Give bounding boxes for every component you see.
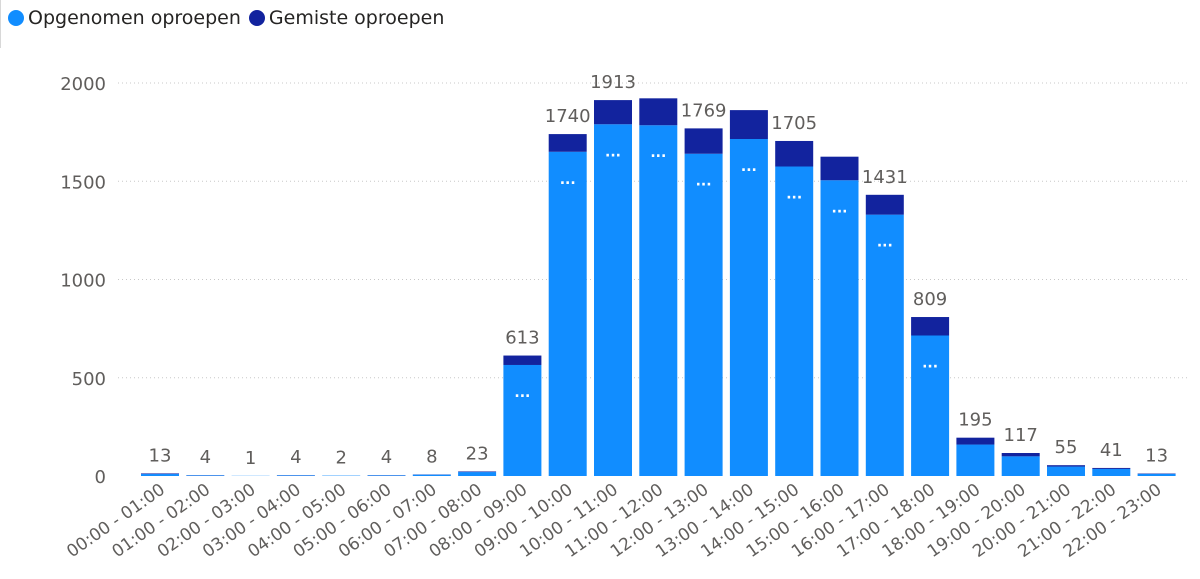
bar-gemiste (775, 140, 814, 167)
data-label-total: 13 (149, 445, 172, 466)
data-label-inner: ... (786, 187, 802, 203)
bar-gemiste (1092, 467, 1131, 469)
legend-swatch-opgenomen (8, 10, 24, 26)
bar-gemiste (503, 355, 542, 365)
bar-gemiste (820, 156, 859, 181)
bar-gemiste (684, 128, 723, 154)
bar-opgenomen (865, 214, 904, 476)
data-label-total: 2 (335, 448, 346, 469)
bar-gemiste (141, 473, 179, 475)
data-label-inner: ... (514, 385, 530, 401)
y-tick-label: 1500 (60, 172, 106, 193)
bar-opgenomen (276, 475, 315, 476)
data-label-inner: ... (877, 235, 893, 251)
data-label-total: 55 (1055, 437, 1078, 458)
data-label-total: 1 (245, 448, 256, 469)
bar-gemiste (548, 134, 587, 152)
data-label-inner: ... (605, 144, 621, 160)
data-label-total: 809 (913, 289, 947, 310)
bar-opgenomen (367, 475, 406, 476)
data-label-total: 195 (958, 410, 992, 431)
bar-gemiste (911, 317, 950, 336)
data-label-total: 613 (505, 328, 539, 349)
data-label-total: 4 (290, 447, 301, 468)
bar-opgenomen (503, 364, 542, 476)
data-label-inner: ... (650, 145, 666, 161)
bar-gemiste (729, 110, 768, 140)
data-label-total: 4 (200, 447, 211, 468)
data-label-total: 4 (381, 447, 392, 468)
legend-item-gemiste[interactable]: Gemiste oproepen (248, 7, 445, 29)
data-label-total: 1913 (590, 72, 636, 93)
bar-opgenomen (548, 151, 587, 476)
data-label-inner: ... (741, 159, 757, 175)
data-label-total: 1431 (862, 167, 908, 188)
bar-gemiste (1047, 465, 1085, 467)
data-label-total: 23 (466, 443, 489, 464)
data-label-inner: ... (696, 174, 712, 190)
data-label-inner: ... (832, 200, 848, 216)
bar-opgenomen (186, 475, 225, 476)
data-label-total: 13 (1145, 445, 1168, 466)
bar-gemiste (458, 471, 497, 473)
data-label-total: 8 (426, 446, 437, 467)
bar-opgenomen (1137, 473, 1176, 476)
bar-opgenomen (956, 444, 995, 476)
bar-opgenomen (911, 335, 950, 476)
legend-swatch-gemiste (248, 10, 265, 26)
bar-opgenomen (1001, 456, 1040, 476)
data-label-total: 117 (1004, 425, 1038, 446)
panel-left-border (0, 0, 1, 48)
chart-legend: Opgenomen oproepen Gemiste oproepen (8, 4, 444, 32)
bar-opgenomen (820, 180, 859, 476)
bar-opgenomen (729, 139, 768, 476)
bar-opgenomen (775, 166, 814, 476)
data-label-total: 1740 (545, 106, 591, 127)
bar-opgenomen (684, 153, 723, 477)
y-tick-label: 2000 (60, 74, 106, 95)
y-tick-label: 1000 (60, 271, 106, 292)
bar-gemiste (1001, 453, 1040, 457)
bar-gemiste (865, 194, 904, 215)
bar-gemiste (639, 98, 678, 126)
bar-opgenomen (594, 124, 632, 476)
y-tick-label: 0 (95, 467, 106, 488)
data-label-inner: ... (922, 356, 938, 372)
bar-gemiste (594, 100, 632, 125)
data-label-inner: ... (560, 172, 576, 188)
bar-opgenomen (1092, 468, 1131, 476)
legend-item-opgenomen[interactable]: Opgenomen oproepen (8, 7, 241, 29)
legend-label-gemiste: Gemiste oproepen (268, 7, 445, 29)
data-label-total: 41 (1100, 440, 1123, 461)
bar-opgenomen (458, 472, 497, 476)
bar-opgenomen (412, 474, 451, 476)
data-label-total: 1705 (771, 113, 817, 134)
data-label-total: 1769 (681, 100, 727, 121)
bar-opgenomen (141, 474, 179, 476)
legend-label-opgenomen: Opgenomen oproepen (28, 7, 241, 29)
bar-opgenomen (1047, 466, 1085, 476)
y-tick-label: 500 (72, 369, 106, 390)
bar-opgenomen (639, 125, 678, 476)
bar-gemiste (956, 437, 995, 445)
